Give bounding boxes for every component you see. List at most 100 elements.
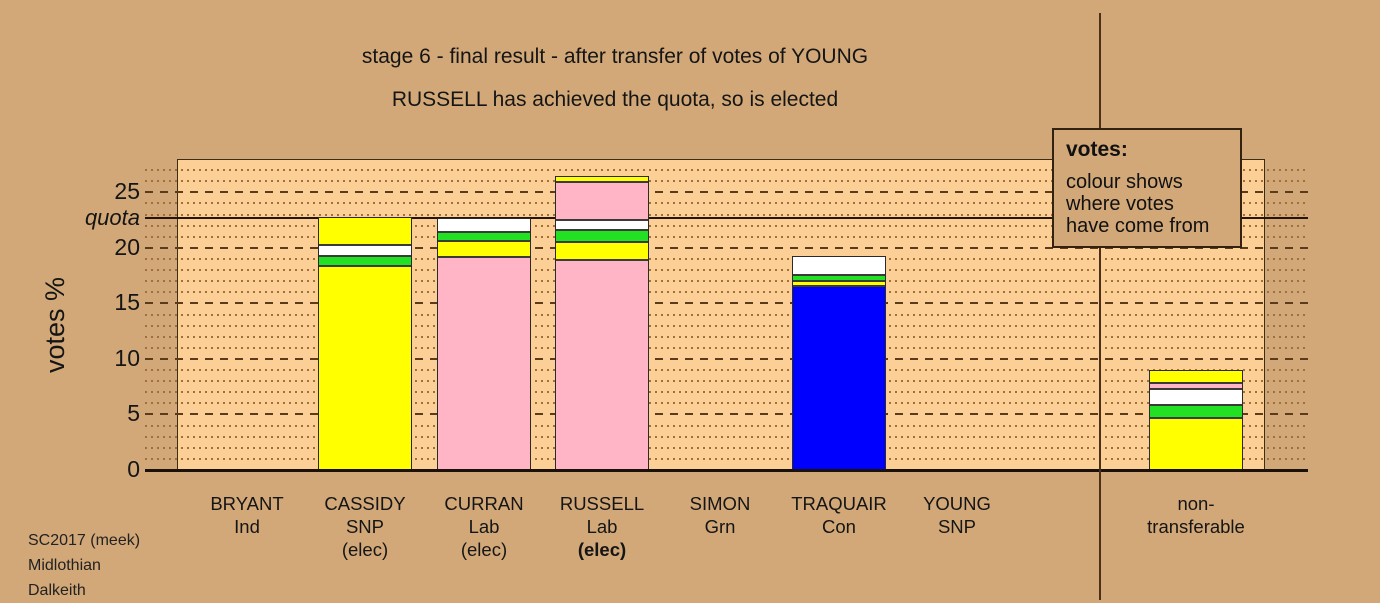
gridline-minor xyxy=(145,280,1308,283)
y-tick-label: 5 xyxy=(127,400,140,427)
bar-curran xyxy=(437,218,531,472)
x-label-young: YOUNG SNP xyxy=(877,492,1037,538)
gridline-minor xyxy=(145,213,1308,216)
gridline-minor xyxy=(145,313,1308,316)
bar-segment-pink xyxy=(1150,382,1242,388)
quota-label: quota xyxy=(84,205,140,230)
candidate-name: YOUNG xyxy=(923,493,991,514)
separator-line xyxy=(1099,13,1101,600)
gridline-minor xyxy=(145,446,1308,449)
gridline-minor xyxy=(145,224,1308,227)
gridline-minor xyxy=(145,269,1308,272)
bar-segment-pink xyxy=(556,181,648,220)
elected-note: (elec) xyxy=(341,539,389,560)
candidate-name: SIMON xyxy=(689,493,751,514)
x-label-non: non-transferable xyxy=(1116,492,1276,538)
gridline-major xyxy=(145,357,1308,360)
x-label-simon: SIMON Grn xyxy=(640,492,800,538)
legend-box: votes: colour shows where votes have com… xyxy=(1052,128,1242,248)
bar-segment-green xyxy=(793,273,885,281)
bar-segment-yellow xyxy=(319,218,411,244)
y-tick-label: 25 xyxy=(114,178,140,205)
bar-segment-yellow xyxy=(319,264,411,472)
bar-traquair xyxy=(792,256,886,472)
x-axis-line xyxy=(145,469,1308,472)
candidate-party: transferable xyxy=(1147,516,1245,537)
bar-segment-white xyxy=(793,257,885,274)
gridline-minor xyxy=(145,424,1308,427)
candidate-party: Con xyxy=(822,516,856,537)
legend-line: have come from xyxy=(1066,215,1210,237)
bar-segment-pink xyxy=(556,259,648,472)
candidate-party: Ind xyxy=(234,516,260,537)
candidate-name: TRAQUAIR xyxy=(791,493,887,514)
x-label-curran: CURRAN Lab (elec) xyxy=(404,492,564,561)
bar-segment-yellow xyxy=(1150,371,1242,383)
bar-segment-yellow xyxy=(793,280,885,285)
bar-segment-blue xyxy=(793,284,885,472)
candidate-name: RUSSELL xyxy=(559,493,645,514)
gridline-minor xyxy=(145,380,1308,383)
gridline-minor xyxy=(145,202,1308,205)
gridline-minor xyxy=(145,291,1308,294)
candidate-party: Lab xyxy=(586,516,618,537)
gridline-major xyxy=(145,413,1308,416)
bar-segment-white xyxy=(1150,387,1242,405)
gridline-minor xyxy=(145,235,1308,238)
gridline-minor xyxy=(145,391,1308,394)
candidate-party: Grn xyxy=(704,516,736,537)
y-tick-label: 20 xyxy=(114,233,140,260)
x-label-traquair: TRAQUAIR Con xyxy=(759,492,919,538)
candidate-party: Lab xyxy=(468,516,500,537)
bar-segment-green xyxy=(319,254,411,265)
bar-segment-green xyxy=(438,231,530,241)
footer-line-council: Midlothian xyxy=(28,557,101,574)
bar-segment-yellow xyxy=(1150,416,1242,471)
gridline-major xyxy=(145,191,1308,194)
bar-segment-yellow xyxy=(556,241,648,260)
bar-segment-yellow xyxy=(556,177,648,182)
y-tick-label: 15 xyxy=(114,289,140,316)
candidate-name: CASSIDY xyxy=(324,493,406,514)
gridline-minor xyxy=(145,324,1308,327)
bar-segment-pink xyxy=(438,255,530,472)
footer-line-ward: Dalkeith xyxy=(28,582,86,599)
bar-segment-white xyxy=(438,219,530,232)
y-axis-title: votes % xyxy=(40,276,70,374)
candidate-name: BRYANT xyxy=(210,493,284,514)
legend-line: colour shows xyxy=(1066,171,1183,193)
gridline-minor xyxy=(145,435,1308,438)
legend-line: where votes xyxy=(1066,193,1174,215)
bar-russell xyxy=(555,176,649,472)
footer-annotation: SC2017 (meek) Midlothian Dalkeith xyxy=(28,528,140,603)
bar-cassidy xyxy=(318,217,412,472)
gridline-minor xyxy=(145,169,1308,172)
bar-segment-yellow xyxy=(438,240,530,256)
gridline-minor xyxy=(145,180,1308,183)
bar-segment-green xyxy=(1150,404,1242,417)
elected-note: (elec) xyxy=(577,539,627,560)
quota-line xyxy=(145,216,1308,219)
gridline-minor xyxy=(145,335,1308,338)
bar-non xyxy=(1149,370,1243,471)
legend-title: votes: xyxy=(1066,138,1128,161)
elected-note: (elec) xyxy=(460,539,508,560)
x-label-bryant: BRYANT Ind xyxy=(167,492,327,538)
y-tick-label: 0 xyxy=(127,456,140,482)
candidate-name: CURRAN xyxy=(444,493,524,514)
gridline-minor xyxy=(145,402,1308,405)
bar-segment-green xyxy=(556,229,648,242)
y-tick-label: 10 xyxy=(114,344,140,371)
x-label-cassidy: CASSIDY SNP (elec) xyxy=(285,492,445,561)
gridline-minor xyxy=(145,457,1308,460)
gridline-minor xyxy=(145,369,1308,372)
gridline-major xyxy=(145,302,1308,305)
chart-subtitle: RUSSELL has achieved the quota, so is el… xyxy=(391,88,839,111)
gridline-minor xyxy=(145,346,1308,349)
gridline-minor xyxy=(145,257,1308,260)
gridline-major xyxy=(145,246,1308,249)
candidate-party: SNP xyxy=(345,516,385,537)
footer-line-election: SC2017 (meek) xyxy=(28,532,141,549)
chart-title: stage 6 - final result - after transfer … xyxy=(361,45,869,68)
bar-segment-white xyxy=(319,243,411,255)
